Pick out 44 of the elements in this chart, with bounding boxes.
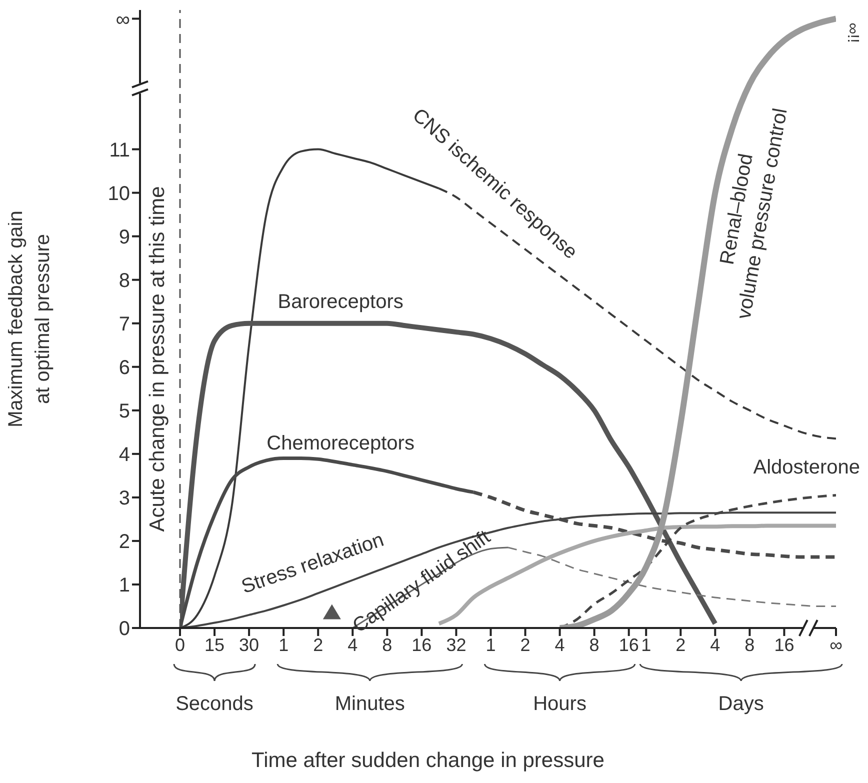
- x-tick-label: 1: [486, 634, 496, 655]
- y-tick-label: 9: [118, 226, 130, 248]
- x-tick-label: 16: [618, 634, 639, 655]
- text: Seconds: [176, 693, 254, 715]
- y-tick-label: 2: [118, 531, 130, 554]
- x-tick-label: 8: [744, 634, 755, 655]
- text: Hours: [533, 693, 586, 715]
- y-tick-label: 5: [118, 400, 130, 422]
- y-tick-label: 10: [108, 182, 130, 205]
- x-tick-label: 1: [278, 634, 289, 655]
- x-tick-label: 2: [520, 634, 530, 655]
- y-tick-label: 1: [118, 574, 130, 597]
- ref-line-label: Acute change in pressure at this time: [146, 186, 169, 532]
- text: Minutes: [334, 693, 405, 715]
- y-tick-label: 6: [118, 356, 130, 379]
- x-tick-label: 1: [641, 634, 652, 655]
- x-tick-label: 32: [446, 634, 466, 655]
- x-tick-label: 30: [239, 634, 260, 655]
- x-tick-label: 4: [348, 634, 358, 655]
- x-tick-label: 4: [554, 634, 565, 655]
- y-tick-label: 8: [118, 270, 130, 292]
- x-tick-label: 16: [774, 634, 794, 655]
- y-tick-label: ∞: [116, 8, 130, 31]
- series-label: Baroreceptors: [278, 291, 404, 314]
- x-tick-label: 4: [710, 634, 720, 655]
- y-tick-label: 3: [118, 488, 130, 510]
- y-tick-label: 11: [109, 139, 130, 162]
- annotation: ∞!!: [844, 22, 861, 43]
- x-tick-label: 8: [382, 634, 392, 655]
- x-tick-label: 15: [204, 634, 225, 655]
- text: Days: [718, 693, 764, 715]
- x-tick-label: 2: [313, 634, 324, 655]
- series-label: Aldosterone: [753, 456, 860, 478]
- y-tick-label: 4: [118, 444, 130, 466]
- x-tick-label: ∞: [830, 634, 843, 655]
- x-tick-label: 0: [174, 634, 186, 655]
- x-tick-label: 2: [676, 634, 686, 655]
- x-tick-label: 16: [412, 634, 432, 655]
- text: Renal–blood volume pressure control: [716, 106, 792, 321]
- x-tick-label: 8: [589, 634, 600, 655]
- series-label: Chemoreceptors: [266, 432, 414, 455]
- x-axis-title: Time after sudden change in pressure: [252, 749, 604, 772]
- y-tick-label: 7: [118, 313, 130, 336]
- y-tick-label: 0: [118, 618, 130, 640]
